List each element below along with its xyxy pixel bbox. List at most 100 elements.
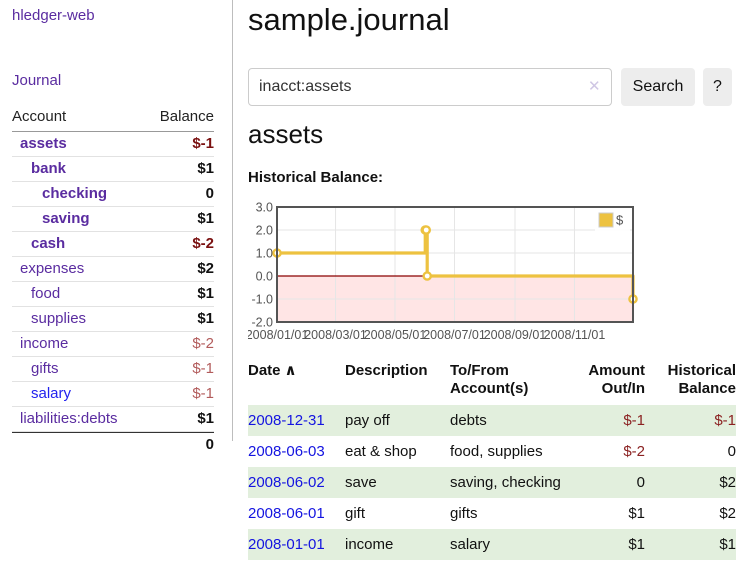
register-date-link[interactable]: 2008-01-01	[248, 536, 325, 553]
sidebar: hledger-web Journal Account Balance asse…	[0, 0, 233, 453]
search-input[interactable]	[248, 68, 612, 106]
account-balance: $1	[197, 210, 214, 227]
sidebar-accounts-list: assets $-1 bank $1 checking 0 saving $1 cash $-2 e…	[12, 132, 214, 432]
register-accounts: saving, checking	[450, 467, 581, 498]
register-balance: $-1	[645, 405, 736, 436]
register-date-cell: 2008-06-01	[248, 498, 345, 529]
x-tick-label: 2008/11/01	[544, 328, 606, 342]
sidebar-account-row: cash $-2	[12, 232, 214, 257]
account-balance: $-2	[192, 235, 214, 252]
register-date-link[interactable]: 2008-06-01	[248, 505, 325, 522]
register-description: pay off	[345, 405, 450, 436]
page-title: sample.journal	[248, 2, 450, 37]
sidebar-account-row: checking 0	[12, 182, 214, 207]
sidebar-account-row: supplies $1	[12, 307, 214, 332]
account-link-salary[interactable]: salary	[31, 385, 72, 402]
sidebar-account-row: food $1	[12, 282, 214, 307]
account-balance: $1	[197, 410, 214, 427]
chart-title: Historical Balance:	[248, 169, 384, 186]
register-description: eat & shop	[345, 443, 417, 460]
register-description: income	[345, 529, 450, 560]
account-link-liabilities-debts[interactable]: liabilities:debts	[20, 410, 118, 427]
account-link-expenses[interactable]: expenses	[20, 260, 85, 277]
y-tick-label: -1.0	[251, 293, 273, 307]
sidebar-account-row: salary $-1	[12, 382, 214, 407]
col-header-balance: Historical Balance	[667, 362, 736, 397]
account-link-bank[interactable]: bank	[31, 160, 67, 177]
x-tick-label: 2008/07/01	[423, 328, 486, 342]
register-table: Date ∧ Description To/From Account(s) Amo…	[248, 362, 736, 560]
sidebar-accounts-table: Account Balance assets $-1 bank $1 checking 0…	[12, 106, 214, 457]
register-date-cell: 2008-06-03	[248, 436, 345, 467]
account-balance: $-1	[192, 385, 214, 402]
register-balance: $1	[645, 529, 736, 560]
register-amount: 0	[581, 467, 645, 498]
register-amount: $1	[581, 529, 645, 560]
register-description: save	[345, 467, 450, 498]
sidebar-account-row: gifts $-1	[12, 357, 214, 382]
balance-chart-svg: 3.0 2.0 1.0 0.0 -1.0 -2.02008/01/012008/03/01…	[246, 201, 638, 342]
register-accounts: gifts	[450, 505, 478, 522]
account-balance: $1	[197, 285, 214, 302]
sidebar-account-row: bank $1	[12, 157, 214, 182]
col-header-date-sort[interactable]: Date ∧	[248, 362, 297, 379]
register-row: 2008-12-31 pay off debts $-1 $-1	[248, 405, 736, 436]
x-tick-label: 2008/09/01	[484, 328, 547, 342]
legend-swatch	[598, 212, 614, 228]
account-balance: $-1	[192, 135, 214, 152]
help-button[interactable]: ?	[703, 68, 732, 106]
account-balance: 0	[205, 185, 214, 202]
register-row: 2008-06-03 eat & shop food, supplies $-2 0	[248, 436, 736, 467]
register-amount: $-1	[581, 405, 645, 436]
chart-legend: $	[595, 210, 630, 232]
account-column-header: Account	[12, 108, 67, 125]
account-link-cash[interactable]: cash	[31, 235, 66, 252]
brand-link[interactable]: hledger-web	[12, 7, 95, 24]
register-header-row: Date ∧ Description To/From Account(s) Amo…	[248, 362, 736, 405]
sort-ascending-icon: ∧	[284, 362, 297, 379]
search-button[interactable]: Search	[621, 68, 695, 106]
register-accounts: food, supplies	[450, 443, 543, 460]
sidebar-account-row: assets $-1	[12, 132, 214, 157]
account-balance: $2	[197, 260, 214, 277]
account-link-supplies[interactable]: supplies	[31, 310, 87, 327]
balance-chart: 3.0 2.0 1.0 0.0 -1.0 -2.0 2008/01/01 2008/03/01…	[246, 201, 718, 344]
sidebar-account-row: expenses $2	[12, 257, 214, 282]
register-date-link[interactable]: 2008-06-03	[248, 443, 325, 460]
balance-column-header: Balance	[159, 108, 214, 125]
register-date-link[interactable]: 2008-06-02	[248, 474, 325, 491]
chart-point	[422, 271, 433, 281]
account-link-income[interactable]: income	[20, 335, 69, 352]
account-balance: $-1	[192, 360, 214, 377]
register-balance: $2	[719, 505, 736, 522]
register-row: 2008-01-01 income salary $1 $1	[248, 529, 736, 560]
clear-search-icon[interactable]: ✕	[588, 78, 601, 95]
y-tick-label: 2.0	[256, 224, 273, 238]
register-date-cell: 2008-06-02	[248, 467, 345, 498]
sidebar-account-row: income $-2	[12, 332, 214, 357]
account-balance: $1	[197, 310, 214, 327]
sidebar-table-header: Account Balance	[12, 106, 214, 132]
register-date-link[interactable]: 2008-12-31	[248, 412, 325, 429]
sidebar-account-row: saving $1	[12, 207, 214, 232]
account-link-checking[interactable]: checking	[42, 185, 108, 202]
col-header-amount: Amount Out/In	[588, 362, 645, 397]
main-content: sample.journal ✕ Search ? assets Histori…	[246, 0, 742, 582]
x-tick-label: 2008/03/01	[304, 328, 367, 342]
chart-point	[421, 225, 432, 235]
register-amount: $1	[628, 505, 645, 522]
register-accounts: debts	[450, 405, 581, 436]
sidebar-total-balance: 0	[205, 436, 214, 453]
y-tick-label: 0.0	[256, 270, 273, 284]
account-link-food[interactable]: food	[31, 285, 61, 302]
account-link-gifts[interactable]: gifts	[31, 360, 59, 377]
search-bar: ✕ Search ?	[248, 68, 742, 106]
plot-border	[276, 206, 634, 323]
register-row: 2008-06-01 gift gifts $1 $2	[248, 498, 736, 529]
y-tick-label: 1.0	[256, 247, 273, 261]
account-balance: $1	[197, 160, 214, 177]
account-link-saving[interactable]: saving	[42, 210, 90, 227]
account-link-assets[interactable]: assets	[20, 135, 67, 152]
sidebar-item-journal[interactable]: Journal	[12, 72, 62, 89]
col-header-description: Description	[345, 362, 428, 379]
